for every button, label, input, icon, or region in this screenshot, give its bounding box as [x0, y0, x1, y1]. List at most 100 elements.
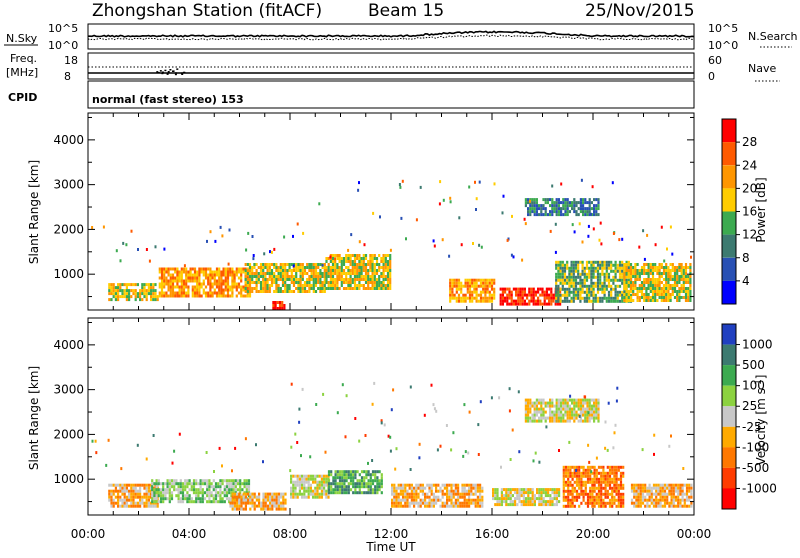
- heatmap-cell: [580, 474, 583, 478]
- heatmap-cell: [376, 488, 379, 492]
- heatmap-cell: [151, 485, 154, 489]
- heatmap-cell: [286, 287, 289, 290]
- heatmap-cell: [224, 294, 227, 298]
- heatmap-cell: [112, 498, 115, 502]
- heatmap-cell: [319, 284, 322, 287]
- heatmap-cell: [568, 398, 571, 402]
- y-tick-label: 2000: [53, 222, 84, 236]
- heatmap-cell: [449, 296, 452, 300]
- heatmap-cell: [464, 284, 467, 288]
- heatmap-cell: [557, 275, 560, 279]
- heatmap-cell: [294, 489, 297, 493]
- heatmap-cell: [382, 266, 385, 269]
- heatmap-cell: [605, 287, 608, 291]
- heatmap-cell: [649, 269, 652, 272]
- heatmap-cell: [182, 285, 186, 289]
- heatmap-cell: [579, 410, 582, 414]
- heatmap-cell: [566, 213, 569, 217]
- heatmap-cell: [505, 491, 508, 495]
- heatmap-cell: [640, 284, 644, 287]
- heatmap-cell: [321, 281, 324, 284]
- heatmap-cell: [474, 483, 477, 487]
- heatmap-cell: [268, 272, 271, 275]
- heatmap-cell: [378, 488, 381, 492]
- heatmap-cell: [496, 500, 499, 504]
- heatmap-cell: [566, 266, 569, 270]
- heatmap-cell: [169, 285, 172, 289]
- heatmap-cell: [174, 291, 177, 295]
- heatmap-cell: [638, 245, 641, 249]
- heatmap-cell: [629, 287, 633, 290]
- heatmap-cell: [566, 416, 569, 420]
- heatmap-cell: [251, 281, 254, 284]
- heatmap-cell: [192, 485, 196, 489]
- heatmap-cell: [450, 483, 453, 487]
- heatmap-cell: [198, 276, 201, 280]
- heatmap-cell: [470, 489, 473, 493]
- heatmap-cell: [320, 489, 323, 493]
- y-tick-label: 3000: [53, 383, 84, 397]
- heatmap-cell: [668, 483, 671, 487]
- heatmap-cell: [147, 495, 150, 499]
- heatmap-cell: [580, 492, 583, 496]
- heatmap-cell: [586, 201, 589, 205]
- cpid-text: normal (fast stereo) 153: [92, 93, 244, 106]
- heatmap-cell: [615, 483, 618, 487]
- heatmap-cell: [130, 483, 133, 487]
- heatmap-cell: [561, 275, 564, 279]
- heatmap-cell: [572, 281, 575, 285]
- heatmap-cell: [240, 507, 243, 511]
- heatmap-cell: [393, 495, 396, 499]
- heatmap-cell: [252, 254, 255, 257]
- heatmap-cell: [608, 492, 612, 496]
- heatmap-cell: [400, 216, 403, 220]
- heatmap-cell: [248, 281, 252, 284]
- heatmap-cell: [139, 501, 142, 505]
- heatmap-cell: [125, 289, 128, 293]
- heatmap-cell: [229, 294, 232, 298]
- heatmap-cell: [490, 281, 494, 285]
- heatmap-cell: [564, 210, 567, 214]
- heatmap-cell: [532, 459, 535, 463]
- heatmap-cell: [562, 495, 565, 499]
- heatmap-cell: [454, 483, 457, 487]
- heatmap-cell: [543, 299, 546, 303]
- heatmap-cell: [213, 273, 216, 277]
- heatmap-cell: [389, 248, 392, 252]
- heatmap-cell: [123, 292, 126, 296]
- heatmap-cell: [209, 279, 212, 283]
- heatmap-cell: [573, 407, 576, 411]
- heatmap-cell: [180, 270, 183, 274]
- heatmap-cell: [459, 492, 462, 496]
- heatmap-cell: [263, 252, 266, 256]
- heatmap-cell: [563, 266, 567, 270]
- heatmap-cell: [432, 498, 435, 502]
- heatmap-cell: [284, 275, 287, 278]
- heatmap-cell: [349, 287, 352, 290]
- heatmap-cell: [610, 284, 613, 288]
- heatmap-cell: [393, 501, 396, 505]
- heatmap-cell: [634, 293, 637, 296]
- heatmap-cell: [145, 283, 148, 287]
- heatmap-cell: [180, 273, 183, 277]
- heatmap-cell: [536, 491, 539, 495]
- heatmap-cell: [634, 272, 637, 275]
- heatmap-cell: [571, 398, 574, 402]
- heatmap-cell: [196, 270, 199, 274]
- heatmap-cell: [374, 488, 377, 492]
- heatmap-cell: [307, 495, 310, 499]
- heatmap-cell: [315, 403, 318, 406]
- heatmap-cell: [262, 504, 265, 508]
- heatmap-cell: [551, 500, 554, 504]
- y-tick-label: 2000: [53, 427, 84, 441]
- heatmap-cell: [593, 495, 596, 499]
- heatmap-cell: [257, 278, 260, 281]
- heatmap-cell: [295, 263, 298, 266]
- heatmap-cell: [176, 294, 179, 298]
- heatmap-cell: [579, 260, 582, 264]
- heatmap-cell: [555, 284, 558, 288]
- heatmap-cell: [300, 454, 302, 458]
- heatmap-cell: [689, 293, 692, 296]
- heatmap-cell: [461, 504, 464, 508]
- heatmap-cell: [305, 477, 308, 481]
